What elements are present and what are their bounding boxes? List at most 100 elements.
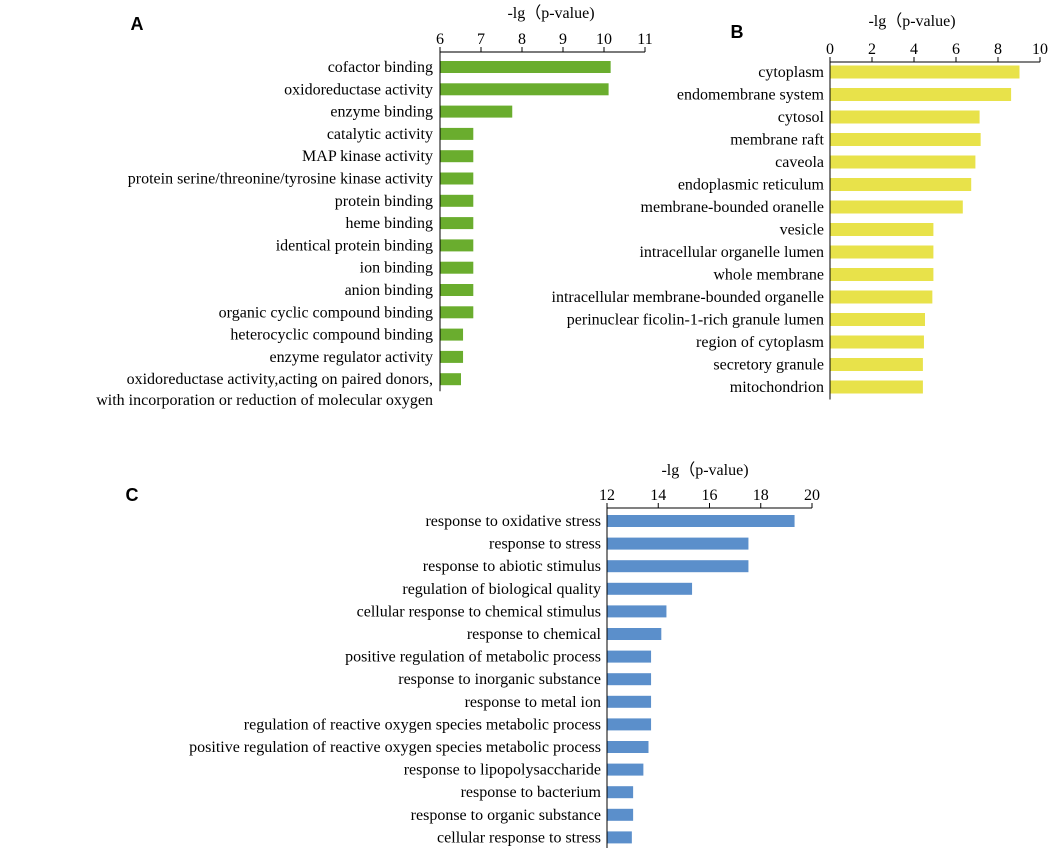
bar xyxy=(440,239,474,252)
bar xyxy=(440,105,513,118)
bar xyxy=(830,335,924,349)
x-tick-label: 11 xyxy=(637,31,652,48)
panel-label: B xyxy=(731,22,744,42)
x-tick-label: 4 xyxy=(910,41,918,58)
bar xyxy=(607,650,652,663)
x-tick-label: 16 xyxy=(702,487,718,504)
category-label: response to bacterium xyxy=(461,784,602,801)
bar xyxy=(607,515,795,527)
category-label: protein serine/threonine/tyrosine kinase… xyxy=(128,171,433,188)
category-label: heme binding xyxy=(345,215,433,232)
bar xyxy=(830,268,934,281)
category-label: identical protein binding xyxy=(276,237,433,254)
category-label: intracellular membrane-bounded organelle xyxy=(552,289,824,306)
panel-c: C -lg（p-value) 12 14 16 18 20 response to oxida… xyxy=(126,461,820,848)
x-axis-title: -lg（p-value) xyxy=(868,12,955,30)
category-label: enzyme regulator activity xyxy=(270,349,433,366)
bar xyxy=(607,582,693,595)
x-tick-label: 10 xyxy=(1032,41,1048,58)
panel-a: A -lg（p-value) 6 7 8 9 10 11 cofactor binding oxi… xyxy=(96,4,653,409)
bar xyxy=(440,217,474,230)
bar xyxy=(830,65,1020,79)
category-label: intracellular organelle lumen xyxy=(639,244,824,261)
category-label: cellular response to stress xyxy=(437,829,601,846)
category-label: perinuclear ficolin-1-rich granule lumen xyxy=(567,312,824,329)
category-label: cofactor binding xyxy=(328,59,433,76)
x-tick-label: 6 xyxy=(952,41,960,58)
category-label: membrane-bounded oranelle xyxy=(641,199,824,216)
bar xyxy=(830,380,923,394)
x-tick-label: 18 xyxy=(753,487,769,504)
bar xyxy=(830,88,1012,101)
bar xyxy=(830,155,976,169)
bar xyxy=(830,133,981,146)
x-tick-label: 2 xyxy=(868,41,876,58)
category-label: protein binding xyxy=(335,193,433,210)
bar xyxy=(830,223,934,236)
category-label: cytosol xyxy=(778,109,825,126)
category-label: MAP kinase activity xyxy=(302,148,433,165)
category-label: oxidoreductase activity,acting on paired… xyxy=(127,371,433,388)
bar xyxy=(830,110,980,124)
category-label: regulation of reactive oxygen species me… xyxy=(244,716,601,733)
bar xyxy=(607,763,644,776)
bar xyxy=(607,695,652,708)
category-label: membrane raft xyxy=(730,132,824,149)
bar xyxy=(440,194,474,207)
panel-b: B -lg（p-value) 0 2 4 6 8 10 cytoplasm endomembran… xyxy=(552,12,1048,400)
category-label: ion binding xyxy=(360,260,433,277)
bar xyxy=(830,290,933,304)
category-label: response to lipopolysaccharide xyxy=(404,762,601,779)
bar xyxy=(607,718,652,731)
x-tick-label: 20 xyxy=(804,487,820,504)
bar xyxy=(607,808,634,821)
x-tick-label: 6 xyxy=(436,31,444,48)
category-label: caveola xyxy=(775,154,824,171)
bar xyxy=(830,358,923,371)
category-label: vesicle xyxy=(780,222,824,239)
bar xyxy=(830,313,925,326)
category-label: response to stress xyxy=(489,536,601,553)
category-label: anion binding xyxy=(345,282,433,299)
bar xyxy=(440,261,474,274)
bar xyxy=(607,741,649,753)
category-label: oxidoreductase activity xyxy=(284,81,433,98)
category-label: response to inorganic substance xyxy=(398,671,601,688)
category-label: heterocyclic compound binding xyxy=(230,327,433,344)
x-axis-title: -lg（p-value) xyxy=(661,461,748,479)
x-tick-label: 12 xyxy=(599,487,615,504)
category-label: cellular response to chemical stimulus xyxy=(357,603,601,620)
category-label: response to metal ion xyxy=(465,694,601,711)
category-label: response to abiotic stimulus xyxy=(423,558,601,575)
bar xyxy=(830,178,972,191)
bar xyxy=(440,61,611,73)
category-label: cytoplasm xyxy=(758,64,824,81)
category-label: endoplasmic reticulum xyxy=(678,177,825,194)
bar xyxy=(440,150,474,163)
category-label: enzyme binding xyxy=(330,104,433,121)
category-label: regulation of biological quality xyxy=(402,581,601,598)
category-label: secretory granule xyxy=(713,357,824,374)
bar xyxy=(607,560,749,573)
category-label: positive regulation of reactive oxygen s… xyxy=(189,739,601,756)
x-tick-label: 8 xyxy=(994,41,1002,58)
panel-label: C xyxy=(126,485,139,505)
x-tick-label: 14 xyxy=(650,487,666,504)
bar xyxy=(440,328,464,341)
category-label: with incorporation or reduction of molec… xyxy=(96,392,433,409)
bar xyxy=(607,831,632,844)
category-label: whole membrane xyxy=(713,267,824,284)
category-label: response to organic substance xyxy=(411,807,601,824)
bar xyxy=(607,605,667,618)
bar xyxy=(607,673,652,686)
category-label: organic cyclic compound binding xyxy=(219,304,433,321)
panel-label: A xyxy=(131,14,144,34)
bar xyxy=(440,284,474,296)
bar xyxy=(440,172,474,185)
bar xyxy=(830,200,963,214)
category-label: catalytic activity xyxy=(327,126,433,143)
x-axis-title: -lg（p-value) xyxy=(507,4,594,22)
x-tick-label: 8 xyxy=(518,31,526,48)
category-label: response to chemical xyxy=(467,626,602,643)
